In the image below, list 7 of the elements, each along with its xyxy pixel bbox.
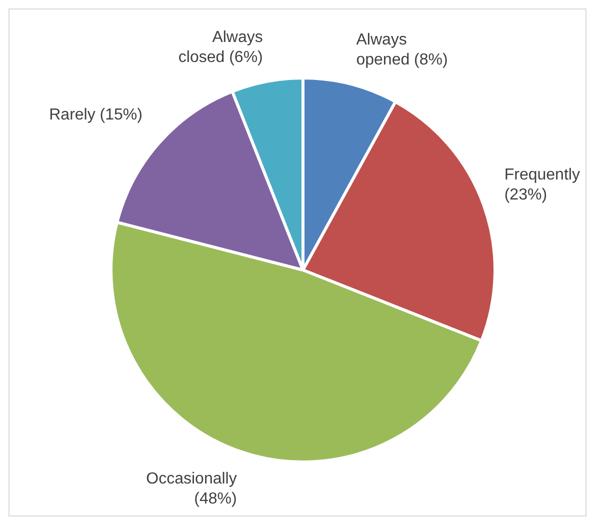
data-label: (23%) bbox=[504, 186, 548, 204]
slice-label: Always opened (8%) bbox=[356, 32, 448, 69]
data-label: (48%) bbox=[194, 490, 237, 508]
slice-label: Occasionally bbox=[146, 470, 237, 488]
slice-label: Always closed (6%) bbox=[178, 28, 263, 66]
slice-label: Frequently bbox=[504, 166, 580, 184]
slice-label: Rarely (15%) bbox=[49, 106, 142, 124]
